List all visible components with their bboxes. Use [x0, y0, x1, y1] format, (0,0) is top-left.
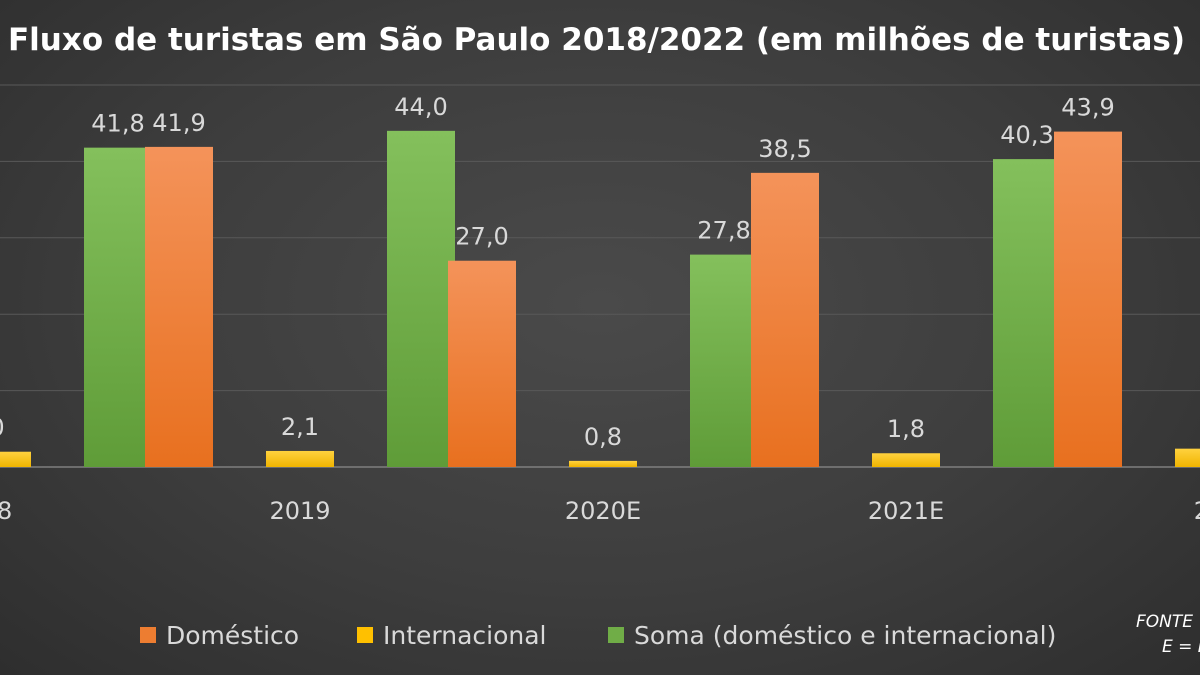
x-axis: 18 2019 2020E 2021E 20 [0, 497, 1200, 525]
bar-doméstico-2021e [751, 172, 819, 468]
chart-title: Fluxo de turistas em São Paulo 2018/2022… [8, 22, 1185, 58]
bar-soma-2019 [387, 130, 455, 467]
bar-doméstico-2020e [448, 260, 516, 467]
bar-internacional-2019 [266, 450, 334, 467]
data-label: 27,0 [455, 223, 508, 251]
data-label: 1,8 [887, 415, 925, 443]
data-label: 27,8 [697, 217, 750, 245]
source-note-line: FONTE [1136, 612, 1193, 632]
bar-internacional-2020e [569, 460, 637, 467]
data-labels: 0 41,8 41,9 2,1 44,0 27,0 0,8 27,8 38,5 1,8 40,3 43… [0, 93, 1115, 451]
x-tick-label: 2021E [868, 497, 944, 525]
bars [0, 130, 1200, 468]
bar-doméstico-2022e [1054, 131, 1122, 467]
legend-swatch [140, 627, 156, 643]
bar-soma-2021e [993, 159, 1061, 467]
data-label: 44,0 [394, 93, 447, 121]
x-tick-label: 20 [1194, 497, 1200, 525]
data-label: 0 [0, 414, 5, 442]
legend-swatch [608, 627, 624, 643]
data-label: 2,1 [281, 413, 319, 441]
bar-internacional-2018 [0, 451, 31, 467]
bar-doméstico-2019 [145, 146, 213, 467]
x-tick-label: 18 [0, 497, 12, 525]
bar-internacional-2021e [872, 453, 940, 467]
data-label: 0,8 [584, 423, 622, 451]
bar-soma-2020e [690, 254, 758, 467]
source-note-line: E = E [1162, 637, 1200, 657]
legend-label: Soma (doméstico e internacional) [634, 621, 1056, 650]
bar-internacional-2022e [1175, 448, 1200, 467]
data-label: 38,5 [758, 135, 811, 163]
legend-swatch [357, 627, 373, 643]
x-tick-label: 2020E [565, 497, 641, 525]
data-label: 43,9 [1061, 94, 1114, 122]
bar-soma-2018 [84, 147, 152, 467]
data-label: 41,9 [152, 109, 205, 137]
legend: Doméstico Internacional Soma (doméstico e … [140, 621, 1056, 650]
legend-label: Doméstico [166, 621, 299, 650]
data-label: 41,8 [91, 110, 144, 138]
source-note: FONTE E = E [1136, 612, 1200, 657]
data-label: 40,3 [1000, 121, 1053, 149]
legend-label: Internacional [383, 621, 547, 650]
x-tick-label: 2019 [269, 497, 330, 525]
